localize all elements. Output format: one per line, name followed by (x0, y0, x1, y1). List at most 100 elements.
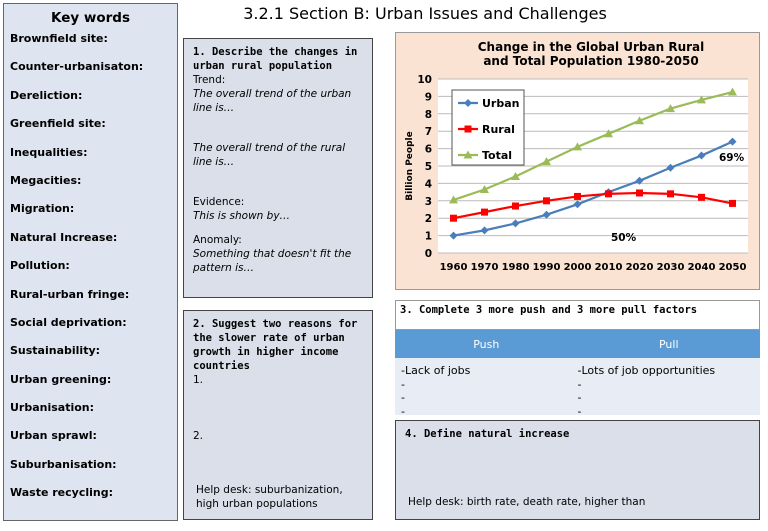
y-tick-label: 8 (425, 109, 432, 121)
annotation-50: 50% (611, 232, 637, 244)
y-tick-label: 0 (425, 248, 432, 260)
keyword-item: Megacities: (10, 173, 82, 187)
trend-rural: The overall trend of the rural line is… (193, 142, 346, 168)
push-column[interactable]: -Lack of jobs - - - (401, 364, 578, 418)
annotation-69: 69% (719, 152, 745, 164)
pull-header: Pull (658, 337, 679, 351)
x-tick-label: 2000 (564, 262, 592, 273)
q1-heading: 1. Describe the changes in urban rural p… (193, 46, 358, 72)
data-point (573, 200, 582, 209)
push-header: Push (473, 337, 500, 351)
pull-column[interactable]: -Lots of job opportunities - - - (578, 364, 755, 418)
push-factor: -Lack of jobs (401, 364, 471, 377)
pull-factor: - (577, 391, 582, 404)
data-point (604, 129, 613, 138)
question-2-box[interactable]: 2. Suggest two reasons for the slower ra… (183, 310, 373, 520)
keyword-item: Suburbanisation: (10, 457, 117, 471)
legend: Urban Rural Total (451, 89, 525, 166)
data-point (464, 125, 472, 133)
pull-factor: -Lots of job opportunities (577, 364, 716, 377)
data-point (605, 190, 612, 198)
series-rural (450, 189, 736, 222)
x-tick-label: 2040 (688, 262, 716, 273)
data-point (697, 95, 706, 104)
answer-2: 2. (193, 430, 204, 442)
data-point (728, 137, 737, 146)
legend-label: Urban (482, 97, 520, 110)
series-line (453, 90, 733, 201)
population-chart: Change in the Global Urban Rural and Tota… (395, 32, 760, 290)
x-tick-label: 2020 (626, 262, 654, 273)
keyword-item: Waste recycling: (10, 486, 114, 500)
y-tick-label: 9 (425, 91, 432, 103)
q4-heading: 4. Define natural increase (405, 428, 570, 440)
page-title: 3.2.1 Section B: Urban Issues and Challe… (243, 4, 607, 23)
push-factor: - (401, 404, 405, 418)
x-tick-label: 1980 (502, 262, 530, 273)
data-point (573, 142, 582, 151)
x-tick-label: 1960 (440, 262, 468, 273)
question-1-box[interactable]: 1. Describe the changes in urban rural p… (183, 38, 373, 298)
series-total (449, 87, 737, 204)
y-tick-label: 7 (425, 126, 432, 138)
data-point (512, 202, 519, 210)
keyword-item: Brownfield site: (10, 32, 108, 45)
evidence-text: This is shown by… (193, 210, 291, 222)
keyword-item: Pollution: (10, 259, 70, 273)
data-point (542, 157, 551, 166)
y-tick-label: 2 (425, 213, 432, 225)
x-tick-label: 2050 (719, 262, 747, 273)
y-tick-label: 5 (425, 161, 432, 173)
data-point (480, 184, 489, 193)
keyword-item: Counter-urbanisaton: (10, 60, 144, 74)
trend-label: Trend: (193, 74, 226, 86)
y-tick-label: 10 (417, 74, 432, 86)
data-point (729, 199, 736, 207)
keyword-item: Rural-urban fringe: (10, 287, 130, 301)
x-tick-label: 1970 (471, 262, 499, 273)
chart-title: Change in the Global Urban Rural (478, 40, 705, 54)
keyword-item: Dereliction: (10, 88, 83, 102)
pull-factor: - (577, 404, 582, 418)
push-factor: - (401, 391, 405, 404)
y-tick-label: 4 (425, 178, 432, 190)
question-4-box[interactable]: 4. Define natural increase Help desk: bi… (395, 420, 760, 520)
data-point (728, 87, 737, 96)
data-point (480, 226, 489, 235)
x-tick-label: 2010 (595, 262, 623, 273)
keyword-item: Greenfield site: (10, 117, 106, 131)
data-point (543, 197, 550, 205)
data-point (697, 151, 706, 160)
data-point (635, 176, 644, 185)
data-point (698, 193, 705, 201)
chart-title: and Total Population 1980-2050 (483, 54, 698, 68)
data-point (464, 99, 472, 107)
q2-heading: 2. Suggest two reasons for the slower ra… (193, 318, 358, 372)
keyword-item: Sustainability: (10, 344, 101, 358)
keyword-item: Urban sprawl: (10, 429, 97, 443)
x-tick-label: 2030 (657, 262, 685, 273)
data-point (636, 189, 643, 197)
push-factor: - (401, 377, 405, 391)
keyword-item: Urban greening: (10, 372, 112, 386)
x-tick-label: 1990 (533, 262, 561, 273)
q4-help-desk: Help desk: birth rate, death rate, highe… (408, 496, 646, 508)
q2-help-desk: Help desk: suburbanization, high urban p… (196, 484, 343, 510)
keyword-item: Migration: (10, 202, 75, 216)
data-point (666, 163, 675, 172)
keyword-item: Urbanisation: (10, 401, 95, 415)
data-point (667, 190, 674, 198)
data-point (449, 231, 458, 240)
data-point (511, 171, 520, 180)
data-point (481, 208, 488, 216)
y-axis-label: Billion People (405, 131, 415, 200)
data-point (635, 116, 644, 125)
trend-urban: The overall trend of the urban line is… (193, 88, 352, 114)
keyword-item: Social deprivation: (10, 315, 127, 329)
y-tick-label: 6 (425, 144, 432, 156)
anomaly-label: Anomaly: (193, 234, 242, 246)
q3-heading: 3. Complete 3 more push and 3 more pull … (395, 300, 760, 330)
legend-label: Rural (482, 123, 515, 136)
keyword-item: Inequalities: (10, 145, 88, 159)
